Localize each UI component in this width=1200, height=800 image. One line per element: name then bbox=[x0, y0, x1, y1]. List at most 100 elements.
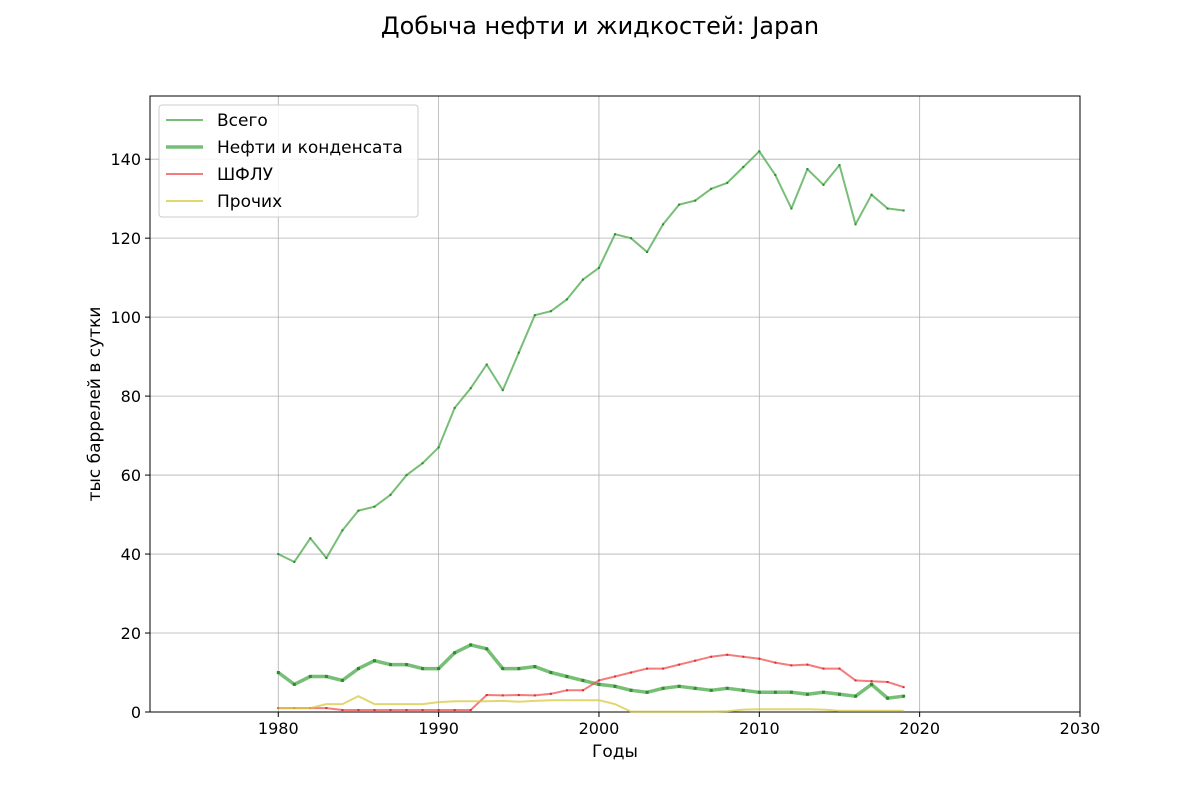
data-point bbox=[340, 678, 344, 682]
data-point bbox=[837, 692, 841, 696]
data-point bbox=[726, 181, 729, 184]
data-point bbox=[630, 671, 633, 674]
data-point bbox=[276, 671, 280, 675]
data-point bbox=[357, 709, 360, 712]
data-point bbox=[597, 266, 600, 269]
x-tick-label: 2000 bbox=[579, 719, 620, 738]
data-point bbox=[821, 690, 825, 694]
data-point bbox=[469, 387, 472, 390]
data-point bbox=[453, 651, 457, 655]
data-point bbox=[694, 199, 697, 202]
data-point bbox=[902, 694, 906, 698]
data-point bbox=[389, 663, 393, 667]
data-point bbox=[469, 643, 473, 647]
data-point bbox=[662, 667, 665, 670]
data-point bbox=[741, 688, 745, 692]
data-point bbox=[822, 183, 825, 186]
data-point bbox=[581, 689, 584, 692]
series-4 bbox=[278, 695, 904, 713]
y-tick-label: 140 bbox=[110, 150, 141, 169]
data-point bbox=[597, 679, 600, 682]
data-point bbox=[405, 709, 408, 712]
data-point bbox=[677, 684, 681, 688]
data-point bbox=[405, 663, 409, 667]
legend-box bbox=[158, 104, 419, 218]
data-point bbox=[517, 351, 520, 354]
data-point bbox=[389, 493, 392, 496]
data-point bbox=[581, 278, 584, 281]
data-point bbox=[501, 667, 505, 671]
data-point bbox=[501, 389, 504, 392]
data-point bbox=[356, 667, 360, 671]
data-point bbox=[325, 557, 328, 559]
data-point bbox=[838, 667, 841, 670]
data-point bbox=[774, 661, 777, 664]
data-point bbox=[886, 207, 889, 210]
data-point bbox=[341, 529, 344, 532]
data-point bbox=[710, 655, 713, 658]
data-point bbox=[646, 667, 649, 670]
data-point bbox=[870, 193, 873, 196]
data-point bbox=[517, 667, 521, 671]
data-point bbox=[870, 680, 873, 683]
data-point bbox=[565, 674, 569, 678]
data-point bbox=[565, 298, 568, 301]
data-point bbox=[805, 692, 809, 696]
y-tick-label: 80 bbox=[121, 387, 141, 406]
data-point bbox=[726, 653, 729, 656]
data-point bbox=[789, 690, 793, 694]
data-point bbox=[421, 667, 425, 671]
data-point bbox=[437, 709, 440, 712]
data-point bbox=[453, 406, 456, 409]
data-point bbox=[854, 223, 857, 226]
data-point bbox=[710, 187, 713, 190]
y-tick-label: 100 bbox=[110, 308, 141, 327]
data-point bbox=[421, 462, 424, 465]
data-point bbox=[277, 707, 280, 710]
x-tick-label: 1980 bbox=[258, 719, 299, 738]
data-point bbox=[373, 505, 376, 508]
data-point bbox=[902, 686, 905, 689]
data-point bbox=[870, 682, 874, 686]
data-point bbox=[790, 664, 793, 667]
data-point bbox=[533, 694, 536, 697]
data-point bbox=[469, 709, 472, 712]
x-tick-label: 1990 bbox=[418, 719, 459, 738]
legend-label: Прочих bbox=[217, 192, 282, 212]
x-axis-label: Годы bbox=[592, 742, 638, 762]
data-point bbox=[501, 694, 504, 697]
data-point bbox=[324, 674, 328, 678]
series-line bbox=[277, 643, 904, 700]
data-point bbox=[453, 709, 456, 712]
data-point bbox=[565, 689, 568, 692]
data-point bbox=[549, 671, 553, 675]
x-tick-label: 2010 bbox=[739, 719, 780, 738]
data-point bbox=[485, 694, 488, 697]
data-point bbox=[645, 690, 649, 694]
data-point bbox=[372, 659, 376, 663]
data-point bbox=[773, 690, 777, 694]
legend-label: Нефти и конденсата bbox=[217, 138, 403, 158]
data-point bbox=[678, 663, 681, 666]
data-point bbox=[886, 696, 890, 700]
data-point bbox=[389, 709, 392, 712]
x-tick-label: 2030 bbox=[1060, 719, 1101, 738]
series-line bbox=[277, 150, 904, 563]
data-point bbox=[277, 553, 280, 556]
data-point bbox=[661, 686, 665, 690]
series-line bbox=[278, 653, 904, 711]
data-point bbox=[485, 363, 488, 366]
series-3 bbox=[277, 653, 905, 712]
series-2 bbox=[276, 643, 906, 700]
series-1 bbox=[277, 150, 905, 563]
data-point bbox=[646, 250, 649, 253]
data-point bbox=[597, 682, 601, 686]
data-point bbox=[293, 560, 296, 563]
data-point bbox=[678, 203, 681, 206]
data-point bbox=[325, 707, 328, 710]
data-point bbox=[549, 310, 552, 313]
data-point bbox=[709, 688, 713, 692]
y-tick-label: 60 bbox=[121, 466, 141, 485]
data-point bbox=[758, 150, 761, 153]
data-point bbox=[742, 655, 745, 658]
